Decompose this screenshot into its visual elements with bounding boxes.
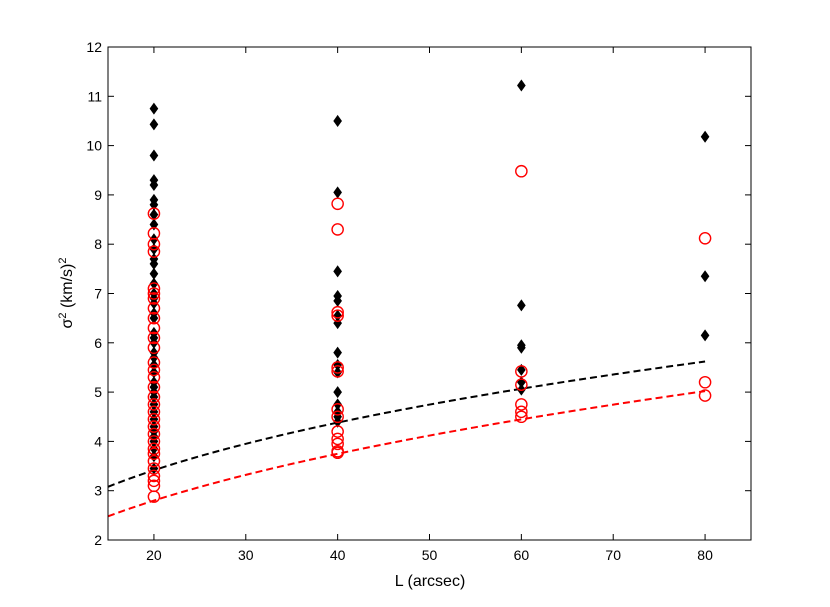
- circle-marker: [331, 437, 344, 451]
- circle-marker: [515, 405, 528, 419]
- diamond-marker: [517, 79, 526, 92]
- circle-marker: [147, 363, 161, 377]
- circle-marker: [147, 405, 161, 419]
- diamond-marker: [700, 329, 710, 342]
- circle-marker: [147, 245, 161, 258]
- circle-marker: [147, 398, 161, 411]
- circle-marker: [147, 287, 161, 300]
- circle-marker: [698, 389, 712, 402]
- fit-curves: [107, 360, 706, 518]
- fit-curve-1: [107, 390, 706, 518]
- y-axis-label: σ2 (km/s)2: [57, 258, 76, 329]
- diamond-marker: [333, 346, 342, 359]
- diamond-marker: [517, 299, 526, 312]
- x-tick-label: 60: [514, 547, 530, 563]
- circle-marker: [147, 237, 161, 251]
- circle-marker: [331, 305, 344, 319]
- y-tick-label: 10: [86, 138, 102, 154]
- circle-marker: [147, 474, 161, 488]
- circle-marker: [331, 425, 344, 438]
- circle-marker: [331, 446, 344, 460]
- y-tick-label: 9: [94, 187, 102, 203]
- y-tick-label: 12: [86, 39, 102, 55]
- x-axis-label: L (arcsec): [395, 573, 466, 590]
- diamond-marker: [517, 341, 526, 354]
- y-tick-label: 8: [94, 236, 102, 252]
- circle-marker: [331, 309, 344, 322]
- x-tick-label: 30: [238, 547, 254, 563]
- circle-marker: [147, 469, 161, 483]
- circle-marker: [147, 371, 161, 384]
- circle-marker: [331, 197, 344, 211]
- circle-marker: [147, 331, 161, 345]
- circle-marker: [147, 462, 161, 475]
- circle-marker: [515, 378, 528, 392]
- x-tick-label: 40: [330, 547, 346, 563]
- diamond-marker: [700, 130, 710, 143]
- circle-marker: [331, 410, 344, 424]
- y-tick-label: 2: [94, 532, 102, 548]
- circle-marker: [147, 301, 161, 315]
- circle-marker: [147, 390, 161, 404]
- diamond-marker: [149, 149, 159, 162]
- circle-marker: [515, 164, 528, 178]
- y-tick-label: 4: [94, 433, 102, 449]
- circle-marker: [515, 410, 528, 424]
- diamond-marker: [700, 270, 710, 283]
- circle-marker: [147, 427, 161, 441]
- circle-marker: [147, 412, 161, 426]
- circle-marker: [147, 435, 161, 448]
- diamond-marker: [149, 118, 159, 131]
- circle-marker: [698, 231, 712, 245]
- diamond-marker: [333, 265, 342, 278]
- diamond-marker: [149, 102, 159, 115]
- x-tick-label: 70: [605, 547, 621, 563]
- diamond-marker: [149, 218, 159, 231]
- circle-marker: [331, 365, 344, 378]
- fit-curve-0: [107, 360, 706, 488]
- circle-marker: [147, 442, 161, 456]
- circle-marker: [515, 398, 528, 411]
- data-markers: [147, 79, 712, 503]
- circle-marker: [147, 207, 161, 220]
- circle-marker: [515, 365, 528, 378]
- x-tick-label: 20: [146, 547, 162, 563]
- circle-marker: [331, 223, 344, 236]
- diamond-marker: [517, 363, 526, 376]
- diamond-marker: [333, 114, 342, 127]
- y-tick-label: 5: [94, 384, 102, 400]
- x-tick-label: 50: [422, 547, 438, 563]
- plot-background: [108, 47, 751, 540]
- y-tick-label: 11: [87, 88, 102, 104]
- circle-marker: [331, 403, 344, 416]
- circle-marker: [147, 420, 161, 433]
- circle-marker: [147, 356, 161, 369]
- circle-marker: [331, 432, 344, 446]
- y-tick-label: 7: [94, 286, 102, 302]
- circle-marker: [147, 447, 161, 461]
- x-axis: 20 30 40 50 60 70 80: [146, 47, 713, 563]
- y-axis: 2 3 4 5 6 7 8 9 10 11 12: [86, 39, 751, 548]
- circle-marker: [147, 282, 161, 295]
- diamond-marker: [333, 386, 342, 399]
- circle-marker: [147, 321, 161, 335]
- circle-marker: [331, 361, 344, 374]
- circle-marker: [147, 380, 161, 394]
- circle-marker: [147, 311, 161, 325]
- circle-marker: [147, 292, 161, 305]
- y-tick-label: 3: [94, 483, 102, 499]
- circle-marker: [147, 490, 161, 503]
- circle-marker: [698, 375, 712, 389]
- y-tick-label: 6: [94, 335, 102, 351]
- diamond-marker: [149, 179, 159, 192]
- x-tick-label: 80: [697, 547, 713, 563]
- circle-marker: [147, 341, 161, 355]
- circle-marker: [147, 454, 161, 468]
